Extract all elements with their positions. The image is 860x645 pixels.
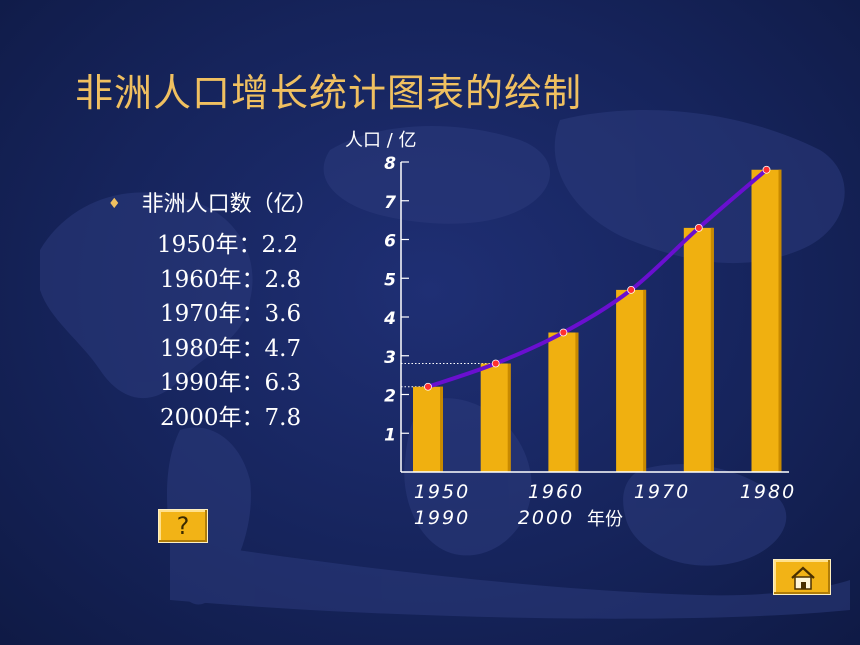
bar-1980 xyxy=(616,289,647,472)
data-point-1980 xyxy=(627,285,635,294)
bar-1950 xyxy=(413,386,443,472)
x-tick-label-2000: 2000 xyxy=(518,507,574,529)
bar-shade-1950 xyxy=(440,386,443,472)
bar-shade-1960 xyxy=(507,363,511,472)
y-tick-label-8: 8 xyxy=(384,154,396,174)
y-tick-label-7: 7 xyxy=(384,193,396,213)
y-tick-label-6: 6 xyxy=(384,232,396,252)
home-icon xyxy=(791,566,815,590)
trend-line xyxy=(426,167,769,389)
diamond-bullet-icon: ♦ xyxy=(108,196,121,212)
y-tick-label-4: 4 xyxy=(383,309,396,329)
data-point-1950 xyxy=(424,382,432,391)
bar-1990 xyxy=(683,227,714,472)
bar-1960 xyxy=(480,363,511,472)
list-item: 1970年：3.6 xyxy=(160,301,302,327)
x-axis-unit-label: 年份 xyxy=(587,509,623,530)
home-button[interactable] xyxy=(773,559,831,595)
data-point-1960 xyxy=(491,359,500,368)
x-tick-label-1980: 1980 xyxy=(740,481,796,503)
list-item: 1960年：2.8 xyxy=(160,266,302,293)
help-button[interactable]: ? xyxy=(158,509,208,543)
y-tick-label-2: 2 xyxy=(384,387,396,407)
x-tick-label-1960: 1960 xyxy=(528,481,584,503)
page-title: 非洲人口增长统计图表的绘制 xyxy=(75,71,583,115)
bar-shade-1980 xyxy=(643,289,647,472)
data-point-1970 xyxy=(559,328,568,337)
bullet-heading: ♦ 非洲人口数（亿） xyxy=(108,186,318,218)
list-item: 1980年：4.7 xyxy=(160,335,302,362)
x-tick-label-1990: 1990 xyxy=(414,507,470,529)
bar-1970 xyxy=(548,332,579,472)
bar-2000 xyxy=(751,169,782,472)
list-item: 1990年：6.3 xyxy=(160,370,302,396)
x-tick-label-1970: 1970 xyxy=(634,481,690,503)
y-axis-label: 人口 / 亿 xyxy=(345,130,417,151)
y-tick-label-1: 1 xyxy=(384,425,396,445)
bullet-label: 非洲人口数（亿） xyxy=(141,192,318,217)
bar-shade-2000 xyxy=(778,169,782,472)
y-tick-label-3: 3 xyxy=(384,348,396,368)
y-tick-label-5: 5 xyxy=(384,270,396,290)
bar-shade-1970 xyxy=(575,332,579,472)
list-item: 1950年：2.2 xyxy=(157,232,299,258)
x-tick-label-1950: 1950 xyxy=(414,481,470,503)
data-point-1990 xyxy=(694,223,703,232)
data-point-2000 xyxy=(762,165,771,174)
bar-shade-1990 xyxy=(710,227,714,472)
population-list: 1950年：2.2 1960年：2.8 1970年：3.6 1980年：4.7 … xyxy=(157,228,302,435)
list-item: 2000年：7.8 xyxy=(160,404,302,431)
